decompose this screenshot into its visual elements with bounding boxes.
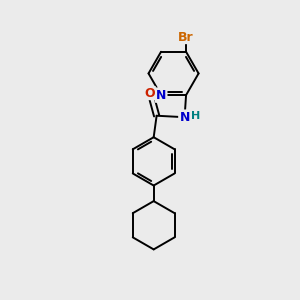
Text: H: H [191,111,200,121]
Text: N: N [156,88,166,102]
Text: N: N [179,111,190,124]
Text: O: O [145,87,155,100]
Text: Br: Br [178,31,194,44]
